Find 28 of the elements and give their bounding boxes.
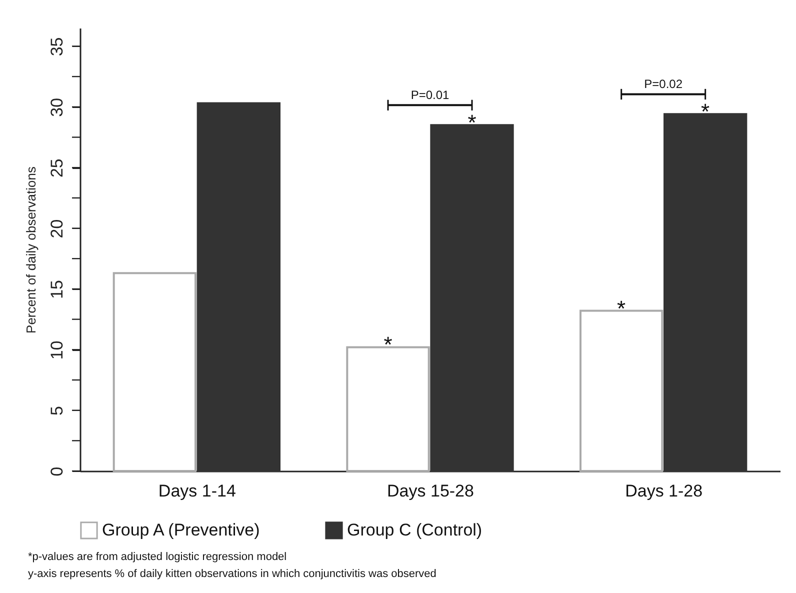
y-tick-label: 30 [48, 98, 66, 117]
bar [430, 124, 514, 472]
y-tick-label: 35 [48, 37, 66, 56]
annotation: * [384, 332, 393, 358]
bar [112, 272, 196, 472]
bar [580, 310, 664, 472]
y-tick-label: 15 [48, 280, 66, 299]
text: y-axis represents % of daily kitten observations in which conjunctivitis was observed [28, 568, 436, 580]
y-tick-label: 10 [48, 340, 66, 360]
y-tick-label: 25 [48, 158, 66, 178]
legend-label: Group C (Control) [347, 520, 482, 540]
x-tick-label: Days 15-28 [387, 482, 474, 500]
legend-label: Group A (Preventive) [102, 520, 260, 540]
x-tick-label: Days 1-28 [625, 482, 703, 500]
annotation: * [468, 110, 477, 136]
y-tick-label: 0 [48, 466, 66, 476]
bar [346, 346, 430, 472]
annotation: P=0.01 [410, 88, 450, 102]
bar [196, 102, 280, 472]
annotation: P=0.02 [644, 77, 683, 92]
annotation: * [617, 296, 626, 321]
x-tick-label: Days 1-14 [158, 482, 236, 500]
text: *p-values are from adjusted logistic regression model [28, 551, 287, 563]
bar [664, 113, 748, 472]
y-tick-label: 5 [48, 406, 66, 416]
y-tick-label: 20 [48, 219, 66, 238]
y-axis-title: Percent of daily observations [24, 166, 38, 334]
annotation: * [701, 99, 710, 124]
